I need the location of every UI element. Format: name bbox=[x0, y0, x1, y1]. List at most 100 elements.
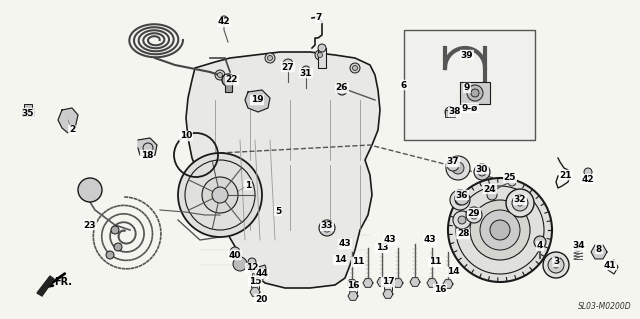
Polygon shape bbox=[138, 138, 157, 158]
Bar bbox=[460, 82, 490, 104]
Circle shape bbox=[202, 177, 238, 213]
Text: 8: 8 bbox=[596, 244, 602, 254]
Circle shape bbox=[350, 63, 360, 73]
Text: 20: 20 bbox=[255, 294, 267, 303]
Polygon shape bbox=[348, 292, 358, 300]
Polygon shape bbox=[427, 279, 437, 287]
Text: 36: 36 bbox=[456, 190, 468, 199]
Polygon shape bbox=[383, 290, 393, 298]
Circle shape bbox=[315, 50, 325, 60]
Circle shape bbox=[283, 59, 293, 69]
Polygon shape bbox=[347, 280, 357, 288]
Text: 32: 32 bbox=[514, 196, 526, 204]
Circle shape bbox=[512, 195, 528, 211]
Text: 29: 29 bbox=[468, 209, 480, 218]
Bar bbox=[404, 30, 535, 140]
Circle shape bbox=[230, 247, 240, 257]
Circle shape bbox=[222, 74, 234, 86]
Text: 15: 15 bbox=[249, 277, 261, 286]
Text: 34: 34 bbox=[573, 241, 586, 250]
Bar bbox=[318, 48, 326, 68]
Text: SL03-M0200D: SL03-M0200D bbox=[579, 302, 632, 311]
Text: 35: 35 bbox=[22, 108, 35, 117]
Circle shape bbox=[215, 70, 225, 80]
Circle shape bbox=[553, 262, 559, 268]
Circle shape bbox=[114, 243, 122, 251]
Circle shape bbox=[248, 258, 256, 266]
Circle shape bbox=[453, 211, 471, 229]
Polygon shape bbox=[410, 278, 420, 286]
Circle shape bbox=[218, 72, 223, 78]
Text: 10: 10 bbox=[180, 131, 192, 140]
Text: 38: 38 bbox=[449, 108, 461, 116]
Circle shape bbox=[78, 178, 102, 202]
Text: 3: 3 bbox=[553, 257, 559, 266]
Text: 44: 44 bbox=[255, 270, 268, 278]
Text: 33: 33 bbox=[321, 221, 333, 231]
Circle shape bbox=[212, 187, 228, 203]
Circle shape bbox=[452, 162, 464, 174]
Circle shape bbox=[265, 53, 275, 63]
Circle shape bbox=[319, 220, 335, 236]
Text: 23: 23 bbox=[84, 220, 96, 229]
Polygon shape bbox=[377, 278, 387, 286]
Text: 11: 11 bbox=[352, 257, 364, 266]
Text: 14: 14 bbox=[333, 256, 346, 264]
Text: 17: 17 bbox=[381, 278, 394, 286]
Polygon shape bbox=[58, 108, 78, 133]
Circle shape bbox=[445, 107, 455, 117]
Circle shape bbox=[534, 236, 546, 248]
Polygon shape bbox=[186, 52, 380, 288]
Circle shape bbox=[467, 85, 483, 101]
Text: 11: 11 bbox=[429, 257, 441, 266]
Polygon shape bbox=[250, 288, 260, 296]
Text: 43: 43 bbox=[339, 240, 351, 249]
Circle shape bbox=[508, 178, 516, 186]
Circle shape bbox=[353, 65, 358, 70]
Circle shape bbox=[517, 200, 523, 206]
Text: 1: 1 bbox=[245, 181, 251, 189]
Text: 16: 16 bbox=[347, 281, 359, 291]
Circle shape bbox=[466, 207, 482, 223]
Bar bbox=[445, 110, 455, 117]
Bar bbox=[251, 278, 259, 292]
Polygon shape bbox=[443, 280, 453, 288]
Polygon shape bbox=[255, 265, 268, 280]
Circle shape bbox=[450, 190, 470, 210]
Polygon shape bbox=[37, 276, 54, 296]
Circle shape bbox=[317, 53, 323, 57]
Circle shape bbox=[470, 211, 478, 219]
Text: 12: 12 bbox=[246, 263, 259, 272]
Circle shape bbox=[478, 168, 486, 176]
Text: 40: 40 bbox=[228, 250, 241, 259]
Circle shape bbox=[470, 200, 530, 260]
Text: 2: 2 bbox=[69, 125, 75, 135]
Text: 43: 43 bbox=[424, 235, 436, 244]
Circle shape bbox=[471, 89, 479, 97]
Circle shape bbox=[490, 220, 510, 240]
Circle shape bbox=[337, 85, 347, 95]
Circle shape bbox=[548, 257, 564, 273]
Text: 14: 14 bbox=[447, 268, 460, 277]
Polygon shape bbox=[245, 90, 270, 112]
Circle shape bbox=[455, 191, 469, 205]
Circle shape bbox=[543, 252, 569, 278]
Text: 22: 22 bbox=[226, 76, 238, 85]
Circle shape bbox=[233, 257, 247, 271]
Bar bbox=[24, 104, 32, 109]
Text: 30: 30 bbox=[476, 165, 488, 174]
Text: 41: 41 bbox=[604, 261, 616, 270]
Text: 19: 19 bbox=[251, 95, 263, 105]
Polygon shape bbox=[363, 279, 373, 287]
Circle shape bbox=[506, 189, 534, 217]
Text: 27: 27 bbox=[282, 63, 294, 71]
Text: 16: 16 bbox=[434, 285, 446, 293]
Bar bbox=[384, 280, 392, 294]
Circle shape bbox=[268, 56, 273, 61]
Text: 5: 5 bbox=[275, 206, 281, 216]
Text: 39: 39 bbox=[461, 50, 474, 60]
Circle shape bbox=[487, 190, 497, 200]
Text: 37: 37 bbox=[447, 158, 460, 167]
Circle shape bbox=[178, 153, 262, 237]
Polygon shape bbox=[393, 279, 403, 287]
